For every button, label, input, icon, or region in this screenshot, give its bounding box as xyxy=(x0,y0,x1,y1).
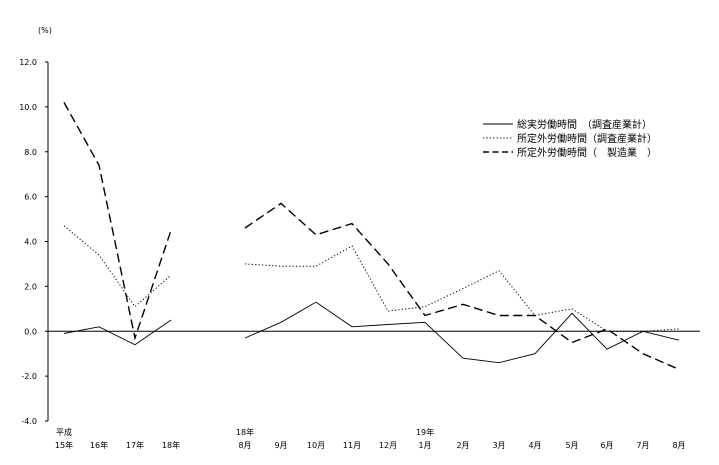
series-line-1-annual xyxy=(63,319,172,346)
x-label: 15年 xyxy=(55,440,73,450)
y-tick-label: 12.0 xyxy=(19,58,37,67)
x-label: 8月 xyxy=(238,441,251,450)
x-label: 5月 xyxy=(565,441,578,450)
legend-label: 所定外労働時間（ 製造業 ） xyxy=(517,146,657,159)
x-label: 9月 xyxy=(274,441,287,450)
series-line-3-annual xyxy=(63,102,172,341)
x-label-top: 平成 xyxy=(56,427,72,437)
y-ticks: 12.0 10.0 8.0 6.0 4.0 2.0 0.0 -2.0 -4.0 xyxy=(19,58,48,426)
x-label: 4月 xyxy=(528,441,541,450)
y-tick-label: 10.0 xyxy=(19,103,37,112)
x-label: 10月 xyxy=(307,441,325,450)
y-tick-label: 0.0 xyxy=(24,327,37,336)
x-label: 16年 xyxy=(90,440,108,450)
x-label: 6月 xyxy=(600,441,613,450)
series-lines xyxy=(63,102,680,371)
x-label: 2月 xyxy=(456,441,469,450)
x-label: 8月 xyxy=(672,441,685,450)
y-tick-label: -2.0 xyxy=(21,372,37,381)
series-line-1-monthly xyxy=(244,301,680,364)
x-label: 3月 xyxy=(492,441,505,450)
x-label: 1月 xyxy=(418,441,431,450)
series-line-3-monthly xyxy=(244,202,680,371)
x-label: 7月 xyxy=(636,441,649,450)
legend-label: 所定外労働時間（調査産業計） xyxy=(517,132,657,145)
unit-label: (%) xyxy=(38,26,52,35)
y-tick-label: 6.0 xyxy=(24,193,37,202)
x-label: 11月 xyxy=(343,441,361,450)
y-tick-label: -4.0 xyxy=(21,417,37,426)
series-line-2-monthly xyxy=(244,245,680,332)
y-tick-label: 8.0 xyxy=(24,148,37,157)
legend: 総実労働時間 （調査産業計）所定外労働時間（調査産業計）所定外労働時間（ 製造業… xyxy=(483,118,657,159)
x-label: 17年 xyxy=(126,440,144,450)
x-label-top: 19年 xyxy=(416,427,434,437)
x-label: 12月 xyxy=(379,441,397,450)
x-labels: 平成 15年 16年 17年 18年 18年 8月 9月 10月 11月 12月 19年 1月 2月 3月 4… xyxy=(55,427,686,450)
legend-label: 総実労働時間 （調査産業計） xyxy=(517,118,652,131)
y-tick-label: 2.0 xyxy=(24,282,37,291)
y-tick-label: 4.0 xyxy=(24,238,37,247)
x-label-top: 18年 xyxy=(236,427,254,437)
series-line-2-annual xyxy=(63,225,172,308)
x-label: 18年 xyxy=(162,440,180,450)
